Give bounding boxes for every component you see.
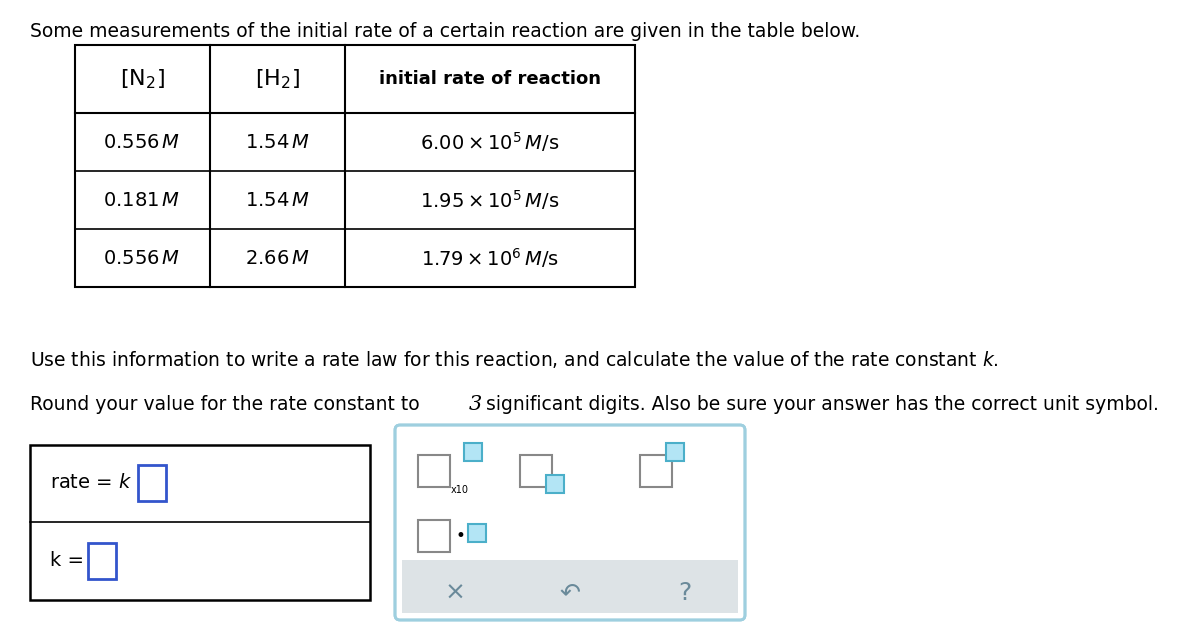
Text: significant digits. Also be sure your answer has the correct unit symbol.: significant digits. Also be sure your an… bbox=[480, 396, 1159, 415]
Text: •: • bbox=[455, 527, 464, 545]
Text: $1.54\,M$: $1.54\,M$ bbox=[245, 191, 310, 209]
Text: Use this information to write a rate law for this reaction, and calculate the va: Use this information to write a rate law… bbox=[30, 349, 998, 371]
Bar bbox=[402, 560, 738, 613]
Text: $0.181\,M$: $0.181\,M$ bbox=[103, 191, 181, 209]
FancyBboxPatch shape bbox=[395, 425, 745, 620]
Text: ↶: ↶ bbox=[559, 581, 581, 605]
Text: $2.66\,M$: $2.66\,M$ bbox=[245, 248, 310, 268]
Text: Some measurements of the initial rate of a certain reaction are given in the tab: Some measurements of the initial rate of… bbox=[30, 22, 860, 41]
Bar bbox=[418, 520, 450, 552]
Text: $1.79 \times 10^6\,M\mathrm{/s}$: $1.79 \times 10^6\,M\mathrm{/s}$ bbox=[421, 246, 559, 270]
Text: k =: k = bbox=[50, 552, 90, 570]
Bar bbox=[468, 524, 486, 542]
Text: ×: × bbox=[444, 581, 466, 605]
Text: $0.556\,M$: $0.556\,M$ bbox=[103, 132, 181, 152]
Text: initial rate of reaction: initial rate of reaction bbox=[379, 70, 601, 88]
Bar bbox=[138, 465, 166, 501]
Text: $6.00 \times 10^5\,M\mathrm{/s}$: $6.00 \times 10^5\,M\mathrm{/s}$ bbox=[420, 130, 559, 154]
Text: 3: 3 bbox=[469, 396, 482, 415]
Bar bbox=[418, 455, 450, 487]
Text: $\mathrm{[H_2]}$: $\mathrm{[H_2]}$ bbox=[254, 67, 300, 91]
Text: $1.95 \times 10^5\,M\mathrm{/s}$: $1.95 \times 10^5\,M\mathrm{/s}$ bbox=[420, 188, 559, 212]
Text: ?: ? bbox=[678, 581, 691, 605]
Text: rate = $k$: rate = $k$ bbox=[50, 474, 132, 493]
Text: $1.54\,M$: $1.54\,M$ bbox=[245, 132, 310, 152]
Bar bbox=[666, 443, 684, 461]
Bar bbox=[640, 455, 672, 487]
Bar bbox=[74, 45, 635, 287]
Text: Round your value for the rate constant to: Round your value for the rate constant t… bbox=[30, 396, 426, 415]
Bar bbox=[464, 443, 482, 461]
Bar bbox=[30, 445, 370, 600]
Bar bbox=[88, 543, 116, 579]
Text: $\mathrm{[N_2]}$: $\mathrm{[N_2]}$ bbox=[120, 67, 164, 91]
Text: $0.556\,M$: $0.556\,M$ bbox=[103, 248, 181, 268]
Bar bbox=[520, 455, 552, 487]
Text: x10: x10 bbox=[451, 485, 469, 495]
Bar bbox=[546, 475, 564, 493]
